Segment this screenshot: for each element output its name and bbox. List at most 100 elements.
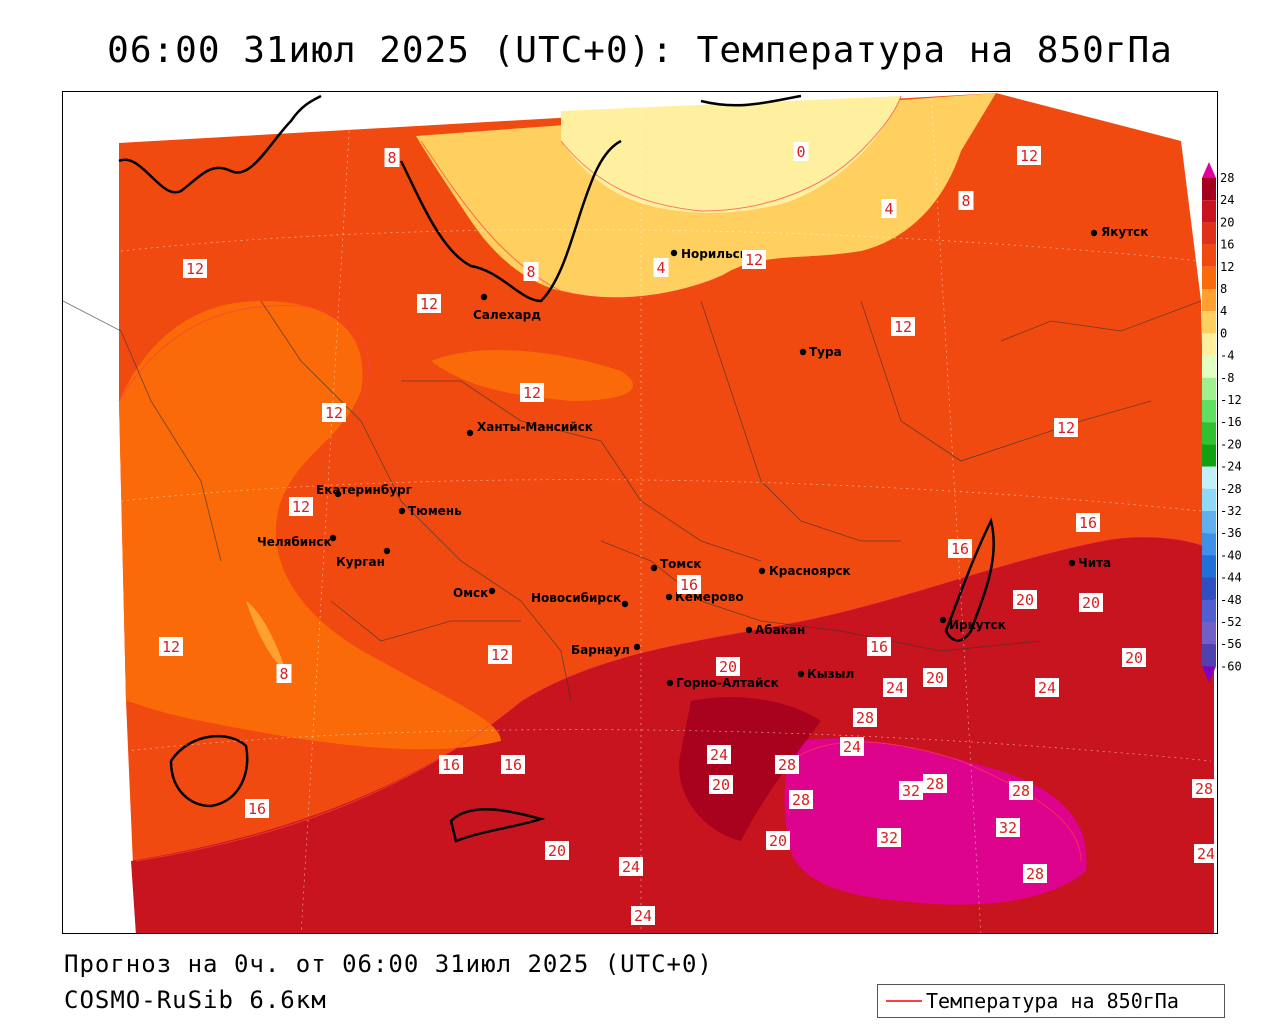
isotherm-label-text: 20: [1016, 591, 1034, 609]
colorbar-band: [1202, 511, 1216, 534]
colorbar-band: [1202, 466, 1216, 489]
city-label: Якутск: [1101, 225, 1148, 239]
colorbar-band: [1202, 555, 1216, 578]
city-dot: [650, 564, 658, 572]
isotherm-label: 20: [1079, 593, 1103, 612]
isotherm-label-text: 20: [769, 832, 787, 850]
colorbar-tick-label: -56: [1220, 637, 1242, 651]
isotherm-label: 16: [439, 755, 463, 774]
isotherm-label-text: 12: [162, 638, 180, 656]
city-marker: Омск: [453, 586, 496, 600]
zone-8-west-strip: [246, 601, 286, 671]
city-dot: [670, 249, 678, 257]
city-label: Челябинск: [257, 535, 332, 549]
colorbar-band: [1202, 533, 1216, 556]
colorbar-tick-label: -16: [1220, 415, 1242, 429]
city-label: Красноярск: [769, 564, 851, 578]
isotherm-label-text: 20: [548, 842, 566, 860]
isotherm-label: 16: [501, 755, 525, 774]
isotherm-label: 12: [891, 317, 915, 336]
isotherm-label-text: 20: [1125, 649, 1143, 667]
isotherm-label: 24: [707, 745, 731, 764]
isotherm-label: 12: [289, 497, 313, 516]
coastlines: [118, 94, 995, 843]
city-marker: Иркутск: [939, 616, 1006, 632]
city-dot: [745, 626, 753, 634]
isotherm-label: 28: [775, 755, 799, 774]
city-label: Чита: [1078, 556, 1111, 570]
colorbar-tick-label: -60: [1220, 659, 1242, 673]
isotherm-label-text: 24: [634, 907, 652, 925]
isotherm-label-text: 16: [442, 756, 460, 774]
isotherm-label-text: 28: [792, 791, 810, 809]
city-label: Горно-Алтайск: [676, 676, 779, 690]
isotherm-label-layer: 0 4 4 8 8 8 8 12 12 12 12 12 12 12 12 12 12 12 16 16 16 16 16 1…: [159, 142, 1217, 925]
isotherm-label: 28: [1009, 781, 1033, 800]
colorbar: 28 24 20 16 12 8 4 0 -4 -8 -12 -16 -20 -24 -28 -32 -36 -4…: [1202, 162, 1242, 683]
colorbar-tick-label: -24: [1220, 460, 1242, 474]
city-dot: [334, 490, 342, 498]
colorbar-band: [1202, 400, 1216, 423]
isotherm-label-text: 20: [719, 658, 737, 676]
colorbar-band: [1202, 599, 1216, 622]
isotherm-label-text: 12: [420, 295, 438, 313]
city-dot: [621, 600, 629, 608]
isotherm-label-text: 20: [1082, 594, 1100, 612]
isotherm-label: 20: [923, 668, 947, 687]
isotherm-label: 20: [766, 831, 790, 850]
city-marker: Челябинск: [257, 534, 337, 549]
city-label: Новосибирск: [531, 591, 621, 605]
isotherm-label: 4: [881, 199, 897, 218]
city-marker: Кызыл: [797, 667, 854, 681]
isotherm-label: 8: [523, 262, 539, 281]
colorbar-band: [1202, 644, 1216, 667]
colorbar-tick-label: -20: [1220, 437, 1242, 451]
isotherm-label-text: 28: [1012, 782, 1030, 800]
colorbar-tick-label: -28: [1220, 482, 1242, 496]
city-label: Курган: [336, 555, 385, 569]
isotherm-label-text: 28: [926, 775, 944, 793]
city-label: Салехард: [473, 308, 541, 322]
isotherm-label: 4: [653, 258, 669, 277]
city-marker: Томск: [650, 557, 702, 572]
isotherm-label: 24: [883, 678, 907, 697]
isotherm-label-text: 32: [902, 782, 920, 800]
graticule: [120, 92, 1212, 933]
isotherm-label-text: 16: [680, 576, 698, 594]
isotherm-label-text: 24: [886, 679, 904, 697]
city-label: Иркутск: [949, 618, 1006, 632]
city-dot: [466, 429, 474, 437]
colorbar-band: [1202, 577, 1216, 600]
city-marker: Абакан: [745, 623, 805, 637]
isotherm-label-text: 12: [1020, 147, 1038, 165]
colorbar-tick-label: -40: [1220, 548, 1242, 562]
isotherm-label-text: 12: [491, 646, 509, 664]
city-dot: [633, 643, 641, 651]
city-label: Екатеринбург: [316, 483, 412, 497]
colorbar-band: [1202, 244, 1216, 267]
isotherm-label-text: 28: [856, 709, 874, 727]
isotherm-label-text: 28: [1195, 780, 1213, 798]
isotherm-label-text: 24: [710, 746, 728, 764]
colorbar-tick-label: 12: [1220, 260, 1234, 274]
city-label: Норильск: [681, 247, 748, 261]
zone-32-plus: [784, 738, 1087, 905]
zone-12-west: [119, 301, 501, 750]
isotherm-label-text: 24: [622, 858, 640, 876]
isotherm-label-text: 28: [778, 756, 796, 774]
isotherm-label-text: 4: [656, 259, 665, 277]
isotherm-label: 12: [488, 645, 512, 664]
isotherm-label-text: 16: [504, 756, 522, 774]
isotherm-label: 12: [520, 383, 544, 402]
city-marker: Горно-Алтайск: [666, 676, 779, 690]
city-marker: Ханты-Мансийск: [466, 420, 593, 437]
colorbar-band: [1202, 422, 1216, 445]
city-dot: [758, 567, 766, 575]
isotherm-label: 28: [1192, 779, 1216, 798]
city-label: Кызыл: [807, 667, 854, 681]
isotherm-label: 24: [631, 906, 655, 925]
isotherm-label-text: 28: [1026, 865, 1044, 883]
zone-12-central: [431, 350, 633, 401]
colorbar-band: [1202, 444, 1216, 467]
city-dot: [398, 507, 406, 515]
